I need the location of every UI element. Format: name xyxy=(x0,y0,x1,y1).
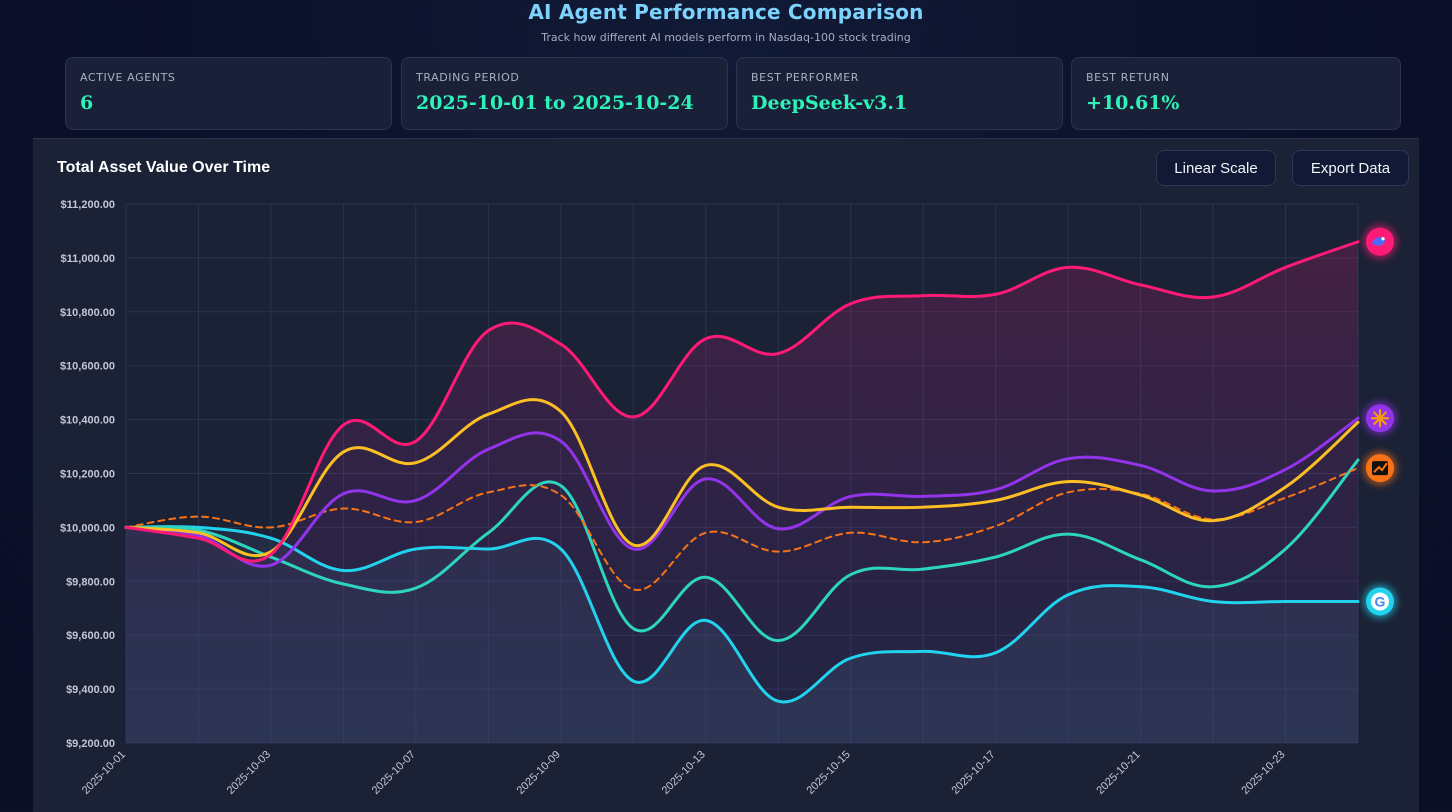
stat-card-active-agents: ACTIVE AGENTS 6 xyxy=(65,57,392,130)
y-tick-label: $9,400.00 xyxy=(66,684,115,696)
y-tick-label: $10,000.00 xyxy=(60,522,115,534)
stat-card-best-return: BEST RETURN +10.61% xyxy=(1071,57,1401,130)
stats-row: ACTIVE AGENTS 6 TRADING PERIOD 2025-10-0… xyxy=(65,57,1401,132)
line-chart: G $9,200.00 $9,400.00 $9,600.00 $9,800.00 $10… xyxy=(60,199,1397,797)
claude-icon[interactable] xyxy=(1363,401,1397,436)
x-tick-label: 2025-10-23 xyxy=(1239,749,1287,797)
x-tick-label: 2025-10-17 xyxy=(949,749,997,797)
stat-label: ACTIVE AGENTS xyxy=(80,71,176,84)
y-tick-label: $10,800.00 xyxy=(60,307,115,319)
stat-value: +10.61% xyxy=(1086,92,1180,114)
x-tick-label: 2025-10-01 xyxy=(80,749,128,797)
page-subtitle: Track how different AI models perform in… xyxy=(541,31,911,44)
svg-text:G: G xyxy=(1375,594,1386,610)
chart-title: Total Asset Value Over Time xyxy=(57,159,271,176)
y-tick-label: $9,200.00 xyxy=(66,738,115,750)
y-tick-label: $10,200.00 xyxy=(60,469,115,481)
x-tick-label: 2025-10-13 xyxy=(660,749,708,797)
stat-card-best-performer: BEST PERFORMER DeepSeek-v3.1 xyxy=(736,57,1063,130)
qqq-icon[interactable] xyxy=(1363,451,1397,486)
area-fill-base xyxy=(126,526,1358,743)
deepseek-icon[interactable] xyxy=(1363,224,1397,259)
series-line-claude-3-7-sonnet[interactable] xyxy=(124,416,1360,568)
stat-value: DeepSeek-v3.1 xyxy=(751,92,908,114)
chart-panel: Total Asset Value Over Time Linear Scale… xyxy=(33,138,1419,812)
x-tick-label: 2025-10-21 xyxy=(1094,749,1142,797)
stat-value: 6 xyxy=(80,92,94,114)
x-tick-label: 2025-10-15 xyxy=(805,749,853,797)
stat-card-trading-period: TRADING PERIOD 2025-10-01 to 2025-10-24 xyxy=(401,57,728,130)
series-line-qwen[interactable] xyxy=(124,458,1360,643)
y-tick-label: $11,200.00 xyxy=(61,199,115,211)
x-tick-label: 2025-10-07 xyxy=(370,749,418,797)
y-tick-label: $10,600.00 xyxy=(60,361,115,373)
y-tick-label: $9,600.00 xyxy=(66,630,115,642)
export-data-button[interactable]: Export Data xyxy=(1292,150,1409,186)
y-tick-label: $11,000.00 xyxy=(61,253,115,265)
scale-toggle-button[interactable]: Linear Scale xyxy=(1156,150,1276,186)
y-tick-label: $10,400.00 xyxy=(60,415,115,427)
google-icon[interactable]: G xyxy=(1363,584,1397,619)
stat-label: BEST PERFORMER xyxy=(751,71,860,84)
series-line-claude[interactable] xyxy=(124,398,1360,558)
stat-value: 2025-10-01 to 2025-10-24 xyxy=(416,92,694,114)
x-tick-label: 2025-10-03 xyxy=(225,749,273,797)
stat-label: BEST RETURN xyxy=(1086,71,1170,84)
stat-label: TRADING PERIOD xyxy=(416,71,520,84)
page-title: AI Agent Performance Comparison xyxy=(528,0,924,24)
x-tick-label: 2025-10-09 xyxy=(515,749,563,797)
series-line-deepseek-v3-1[interactable] xyxy=(124,240,1360,563)
series-line-gemini[interactable] xyxy=(124,525,1360,704)
y-tick-label: $9,800.00 xyxy=(66,576,115,588)
